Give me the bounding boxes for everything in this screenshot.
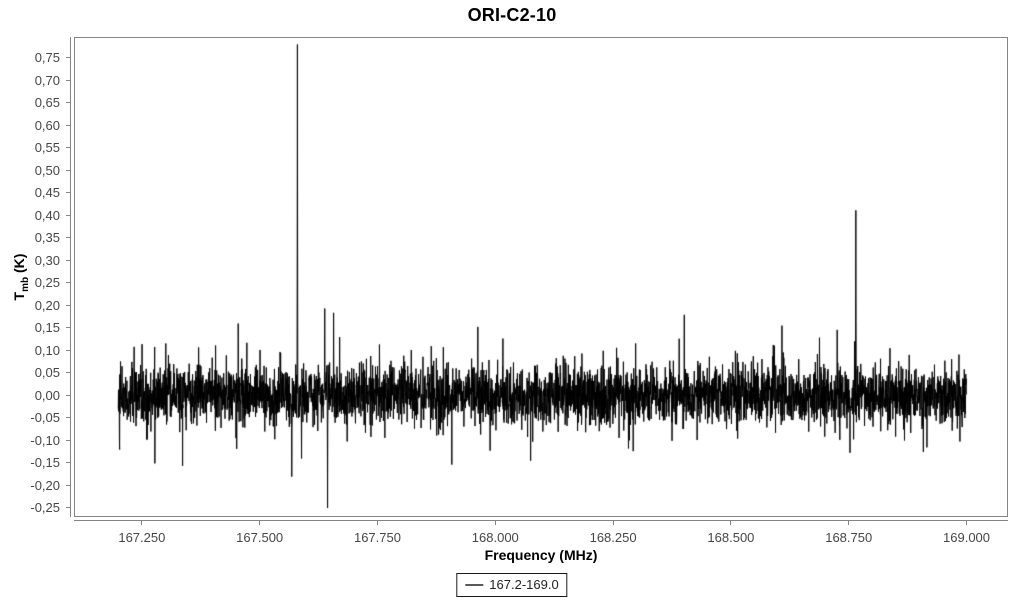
y-axis-title-subscript: mb [19, 276, 31, 292]
y-tick-label: -0,15 [30, 455, 60, 471]
x-tick-label: 168.750 [825, 530, 873, 545]
x-tick-mark [494, 521, 496, 525]
y-tick-label: 0,20 [34, 297, 60, 313]
y-tick-label: -0,05 [30, 410, 60, 426]
y-tick-mark [66, 462, 70, 464]
spectrum-plot-area[interactable] [74, 37, 1008, 517]
x-tick-mark [141, 521, 143, 525]
y-tick-mark [66, 169, 70, 171]
x-tick-label: 168.000 [471, 530, 519, 545]
y-tick-mark [66, 214, 70, 216]
y-tick-label: 0,10 [34, 342, 60, 358]
y-tick-label: 0,50 [34, 162, 60, 178]
x-tick-label: 168.500 [707, 530, 755, 545]
y-tick-label: -0,10 [30, 432, 60, 448]
x-tick-mark [376, 521, 378, 525]
y-tick-mark [66, 394, 70, 396]
y-axis-title: Tmb (K) [11, 254, 31, 301]
y-tick-mark [66, 79, 70, 81]
y-tick-label: -0,25 [30, 500, 60, 516]
x-tick-label: 167.500 [236, 530, 284, 545]
y-tick-label: 0,70 [34, 72, 60, 88]
y-tick-mark [66, 484, 70, 486]
legend-series-label: 167.2-169.0 [489, 577, 559, 592]
y-axis-title-unit: (K) [11, 253, 28, 277]
x-tick-label: 167.250 [118, 530, 166, 545]
y-tick-mark [66, 327, 70, 329]
y-tick-mark [66, 237, 70, 239]
y-tick-label: -0,20 [30, 477, 60, 493]
y-tick-label: 0,75 [34, 50, 60, 66]
y-tick-mark [66, 372, 70, 374]
x-tick-mark [966, 521, 968, 525]
y-tick-mark [66, 439, 70, 441]
y-tick-label: 0,15 [34, 320, 60, 336]
chart-title: ORI-C2-10 [467, 5, 557, 25]
x-tick-label: 167.750 [353, 530, 401, 545]
x-tick-label: 168.250 [589, 530, 637, 545]
y-tick-label: 0,65 [34, 95, 60, 111]
y-tick-label: 0,45 [34, 185, 60, 201]
x-tick-mark [259, 521, 261, 525]
y-tick-mark [66, 417, 70, 419]
y-tick-mark [66, 192, 70, 194]
x-tick-mark [848, 521, 850, 525]
y-tick-mark [66, 304, 70, 306]
y-tick-mark [66, 124, 70, 126]
y-tick-label: 0,05 [34, 365, 60, 381]
y-tick-mark [66, 349, 70, 351]
y-tick-mark [66, 259, 70, 261]
y-tick-label: 0,60 [34, 117, 60, 133]
y-tick-mark [66, 57, 70, 59]
y-tick-mark [66, 147, 70, 149]
y-tick-label: 0,25 [34, 275, 60, 291]
y-tick-label: 0,00 [34, 387, 60, 403]
x-tick-label: 169.000 [943, 530, 991, 545]
y-tick-label: 0,55 [34, 140, 60, 156]
x-axis-title: Frequency (MHz) [484, 547, 598, 563]
y-tick-label: 0,40 [34, 207, 60, 223]
y-tick-mark [66, 282, 70, 284]
x-tick-mark [612, 521, 614, 525]
x-tick-mark [730, 521, 732, 525]
y-axis-line [70, 37, 71, 517]
y-tick-mark [66, 507, 70, 509]
y-axis-title-base: T [11, 291, 28, 301]
y-tick-label: 0,35 [34, 230, 60, 246]
y-tick-label: 0,30 [34, 252, 60, 268]
y-tick-mark [66, 102, 70, 104]
legend: 167.2-169.0 [456, 573, 568, 597]
legend-line-sample-icon [465, 583, 484, 586]
x-axis-line [74, 520, 1008, 521]
